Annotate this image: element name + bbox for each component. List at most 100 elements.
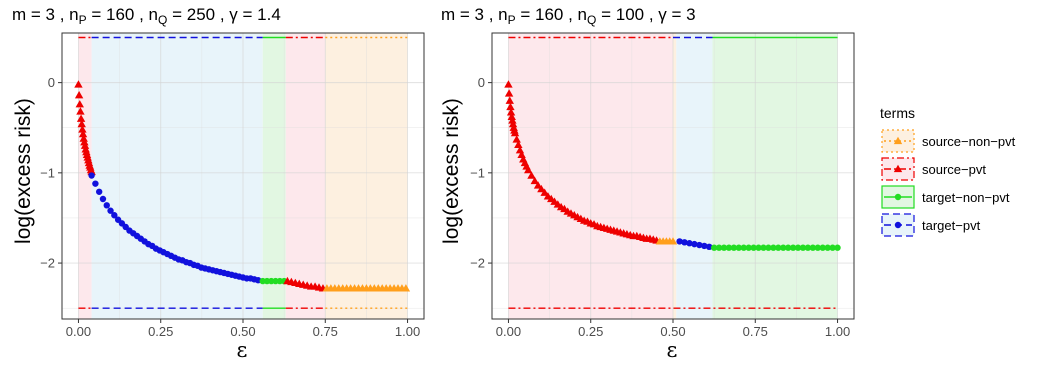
right-panel: m = 3 , nP = 160 , nQ = 100 , γ = 3 0.00… <box>440 5 855 362</box>
right-point-source-pvt <box>512 135 521 143</box>
right-point-target-non-pvt <box>784 244 792 251</box>
left-point-source-pvt <box>74 91 84 99</box>
right-point-source-pvt <box>527 171 536 179</box>
right-title-part-3: Q <box>587 13 596 27</box>
legend-key-marker-source-pvt <box>893 164 903 173</box>
right-point-target-pvt <box>696 241 703 249</box>
right-point-source-pvt <box>533 181 543 189</box>
left-point-target-pvt <box>103 202 110 209</box>
right-point-target-pvt <box>681 239 688 246</box>
right-region-target-non-pvt-3 <box>712 33 838 319</box>
right-point-source-pvt <box>537 184 546 193</box>
legend-item-target-non-pvt: target−non−pvt <box>881 185 1010 209</box>
right-point-source-pvt <box>504 89 514 97</box>
left-region-target-pvt-1 <box>91 33 263 319</box>
left-point-target-pvt <box>107 207 114 214</box>
right-point-source-pvt <box>508 116 517 124</box>
legend-key-marker-target-pvt <box>894 221 902 229</box>
right-point-source-pvt <box>504 80 513 88</box>
right-region-source-non-pvt-1 <box>673 33 677 319</box>
left-x-tick-label: 0.50 <box>230 324 255 339</box>
left-region-source-pvt-3 <box>285 33 326 319</box>
right-point-target-non-pvt <box>725 244 733 251</box>
left-y-tick-label: 0 <box>48 75 55 90</box>
left-point-target-pvt <box>92 180 99 187</box>
left-point-source-pvt <box>79 134 88 142</box>
right-x-tick-label: 0.25 <box>578 324 603 339</box>
left-point-source-pvt <box>74 80 83 88</box>
left-point-target-pvt <box>95 188 103 195</box>
right-point-target-non-pvt <box>720 244 728 251</box>
right-point-target-non-pvt <box>804 244 812 251</box>
right-region-target-pvt-2 <box>676 33 713 319</box>
legend-key-marker-source-non-pvt <box>893 136 903 145</box>
right-point-target-non-pvt <box>735 244 743 251</box>
right-panel-title: m = 3 , nP = 160 , nQ = 100 , γ = 3 <box>441 5 696 27</box>
right-title-part-1: P <box>508 13 516 27</box>
right-point-target-non-pvt <box>710 244 718 251</box>
left-point-source-pvt <box>80 137 89 146</box>
right-point-target-non-pvt <box>750 244 757 251</box>
left-point-source-pvt <box>77 119 86 128</box>
right-point-source-non-pvt <box>668 237 678 245</box>
right-point-target-non-pvt <box>715 244 723 251</box>
right-point-source-pvt <box>506 108 516 116</box>
right-x-tick-label: 0.75 <box>743 324 768 339</box>
right-point-target-pvt <box>701 242 708 250</box>
right-point-target-pvt <box>686 240 693 247</box>
legend-item-target-pvt: target−pvt <box>881 213 981 237</box>
right-point-target-non-pvt <box>765 244 772 251</box>
left-title-part-2: = 160 , n <box>87 5 158 24</box>
legend-title: terms <box>880 105 915 121</box>
right-title-part-4: = 100 , γ = 3 <box>596 5 695 24</box>
left-y-tick-label: −1 <box>40 165 55 180</box>
right-point-target-non-pvt <box>760 244 767 251</box>
left-title-part-1: P <box>79 13 87 27</box>
right-point-target-non-pvt <box>775 244 782 251</box>
left-x-tick-label: 0.75 <box>313 324 338 339</box>
right-point-target-non-pvt <box>809 244 817 251</box>
right-point-source-pvt <box>506 102 515 111</box>
left-point-source-pvt <box>80 141 90 149</box>
right-point-target-non-pvt <box>770 244 777 251</box>
left-y-axis-title: log(excess risk) <box>12 98 35 244</box>
right-point-source-pvt <box>508 119 518 128</box>
legend-item-source-pvt: source−pvt <box>881 157 986 181</box>
left-x-tick-label: 1.00 <box>395 324 420 339</box>
right-point-target-non-pvt <box>789 244 797 251</box>
left-panel: m = 3 , nP = 160 , nQ = 250 , γ = 1.4 0.… <box>12 5 425 362</box>
left-point-target-pvt <box>99 195 107 203</box>
left-region-target-non-pvt-2 <box>262 33 286 319</box>
left-x-tick-label: 0.00 <box>66 324 91 339</box>
right-point-target-non-pvt <box>780 244 787 251</box>
right-point-target-non-pvt <box>730 244 738 251</box>
right-point-source-pvt <box>524 165 533 174</box>
left-point-source-pvt <box>76 107 85 115</box>
right-point-source-pvt <box>510 128 520 137</box>
right-point-target-non-pvt <box>824 244 831 251</box>
right-point-target-pvt <box>691 240 698 248</box>
legend-label-target-non-pvt: target−non−pvt <box>922 190 1010 205</box>
right-x-tick-label: 1.00 <box>825 324 850 339</box>
right-point-target-non-pvt <box>814 244 821 251</box>
left-title-part-0: m = 3 , n <box>12 5 79 24</box>
legend-key-marker-target-non-pvt <box>894 193 902 201</box>
right-x-tick-label: 0.50 <box>660 324 685 339</box>
left-title-part-4: = 250 , γ = 1.4 <box>167 5 280 24</box>
legend-label-source-non-pvt: source−non−pvt <box>922 134 1016 149</box>
right-point-target-pvt <box>676 238 683 245</box>
right-point-source-pvt <box>530 176 539 185</box>
right-point-target-non-pvt <box>799 244 807 251</box>
right-y-tick-label: 0 <box>478 75 485 90</box>
legend-label-source-pvt: source−pvt <box>922 162 986 177</box>
right-point-target-pvt <box>706 243 713 251</box>
right-point-source-pvt <box>540 188 549 196</box>
right-y-axis-title: log(excess risk) <box>440 98 463 244</box>
left-x-axis-title: ε <box>237 338 248 362</box>
left-panel-title: m = 3 , nP = 160 , nQ = 250 , γ = 1.4 <box>12 5 281 27</box>
legend: terms source−non−pvt source−pvt target−non… <box>880 105 1016 237</box>
left-point-source-pvt <box>78 129 88 138</box>
right-point-target-non-pvt <box>819 244 826 251</box>
left-point-target-pvt <box>88 172 95 179</box>
